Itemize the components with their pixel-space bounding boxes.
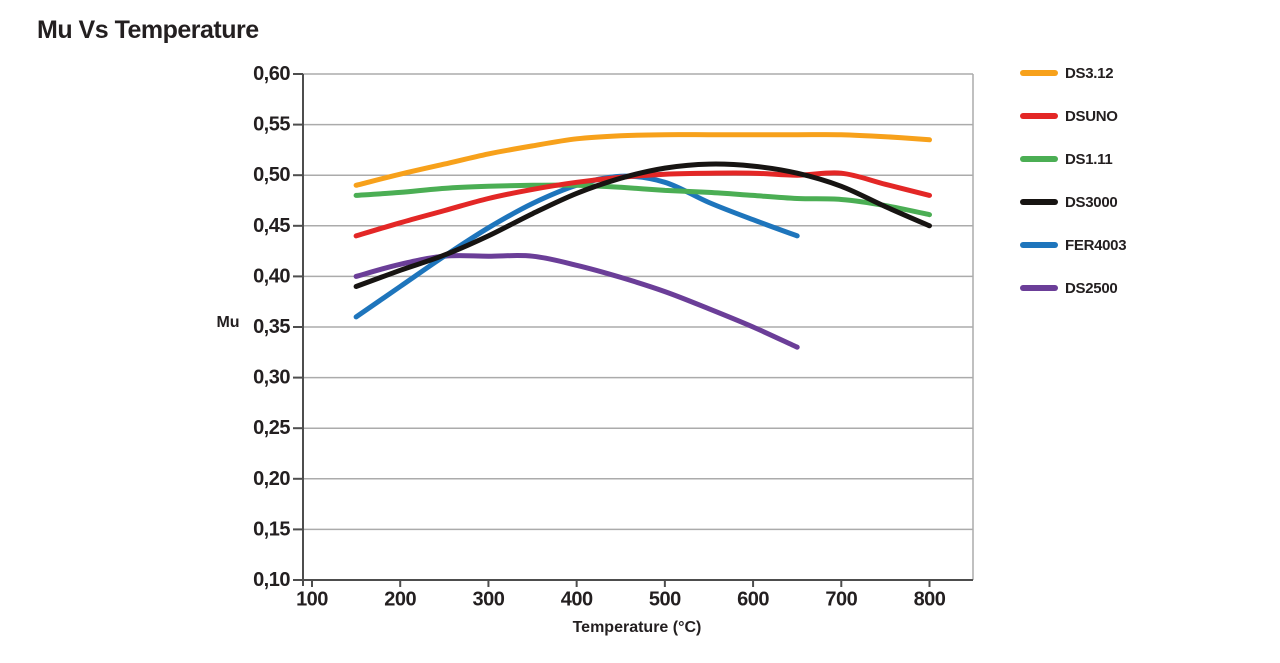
legend-swatch bbox=[1020, 242, 1058, 248]
legend-swatch bbox=[1020, 285, 1058, 291]
series-line-FER4003 bbox=[353, 173, 800, 320]
y-tick-label: 0,35 bbox=[253, 316, 290, 338]
x-tick-label: 300 bbox=[472, 589, 504, 611]
y-tick-label: 0,50 bbox=[253, 164, 290, 186]
legend-swatch bbox=[1020, 199, 1058, 205]
legend-swatch bbox=[1020, 70, 1058, 76]
legend-label: DSUNO bbox=[1065, 107, 1118, 125]
y-axis-title: Mu bbox=[216, 314, 240, 331]
y-tick-label: 0,15 bbox=[253, 518, 290, 540]
x-tick-label: 100 bbox=[296, 589, 328, 611]
legend-item-DS3.12: DS3.12 bbox=[1020, 63, 1114, 83]
legend-item-DS2500: DS2500 bbox=[1020, 278, 1118, 298]
series-line-DS3000 bbox=[353, 161, 932, 289]
x-tick-label: 800 bbox=[914, 589, 946, 611]
y-tick-label: 0,20 bbox=[253, 468, 290, 490]
legend-label: FER4003 bbox=[1065, 236, 1127, 254]
legend-item-DS3000: DS3000 bbox=[1020, 192, 1118, 212]
legend-label: DS3000 bbox=[1065, 193, 1118, 211]
x-tick-label: 700 bbox=[825, 589, 857, 611]
x-tick-label: 500 bbox=[649, 589, 681, 611]
x-tick-label: 400 bbox=[561, 589, 593, 611]
legend-swatch bbox=[1020, 113, 1058, 119]
series-line-DS3.12 bbox=[353, 132, 932, 188]
legend-label: DS1.11 bbox=[1065, 150, 1113, 168]
chart-title: Mu Vs Temperature bbox=[37, 16, 259, 44]
series-line-DS1.11 bbox=[353, 182, 932, 218]
y-tick-label: 0,45 bbox=[253, 215, 290, 237]
x-axis-title: Temperature (°C) bbox=[572, 619, 702, 636]
legend-swatch bbox=[1020, 156, 1058, 162]
legend-label: DS3.12 bbox=[1065, 64, 1114, 82]
legend-item-FER4003: FER4003 bbox=[1020, 235, 1127, 255]
y-tick-label: 0,55 bbox=[253, 114, 290, 136]
y-tick-label: 0,30 bbox=[253, 367, 290, 389]
y-tick-label: 0,25 bbox=[253, 417, 290, 439]
x-tick-label: 200 bbox=[384, 589, 416, 611]
series-line-DSUNO bbox=[353, 170, 932, 239]
legend-item-DSUNO: DSUNO bbox=[1020, 106, 1118, 126]
legend-label: DS2500 bbox=[1065, 279, 1118, 297]
y-tick-label: 0,40 bbox=[253, 265, 290, 287]
x-tick-label: 600 bbox=[737, 589, 769, 611]
y-tick-label: 0,60 bbox=[253, 63, 290, 85]
legend-item-DS1.11: DS1.11 bbox=[1020, 149, 1113, 169]
y-tick-label: 0,10 bbox=[253, 569, 290, 591]
